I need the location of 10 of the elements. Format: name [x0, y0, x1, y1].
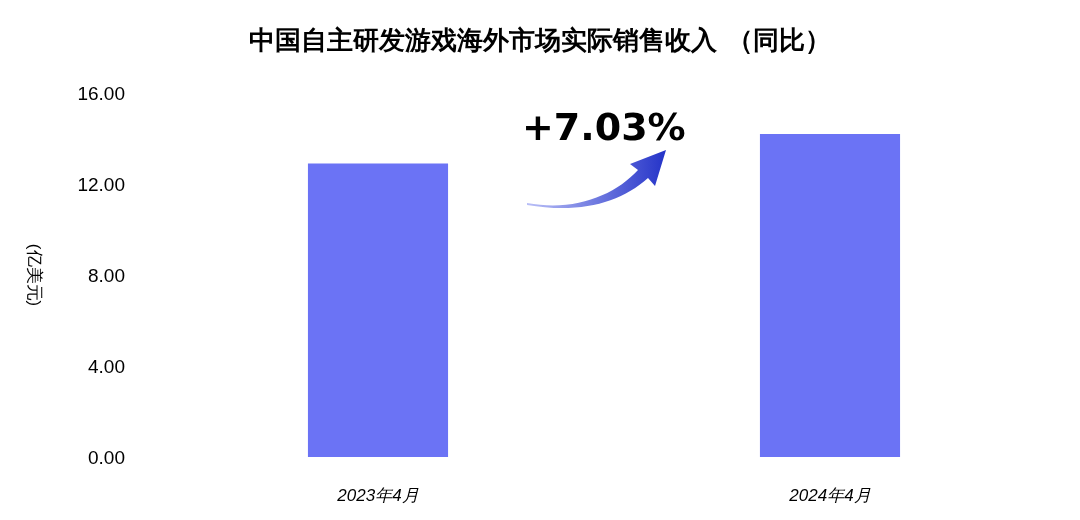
y-tick-label: 12.00	[77, 173, 125, 195]
y-tick-label: 16.00	[77, 82, 125, 104]
x-tick-label: 2023年4月	[336, 486, 419, 505]
y-tick-label: 8.00	[88, 264, 125, 286]
chart-title: 中国自主研发游戏海外市场实际销售收入 （同比）	[249, 25, 831, 55]
y-axis-title: (亿美元)	[24, 243, 44, 307]
annotation: +7.03%	[522, 105, 686, 149]
x-tick-label: 2024年4月	[788, 486, 871, 505]
y-tick-label: 4.00	[88, 355, 125, 377]
y-tick-label: 0.00	[88, 446, 125, 468]
